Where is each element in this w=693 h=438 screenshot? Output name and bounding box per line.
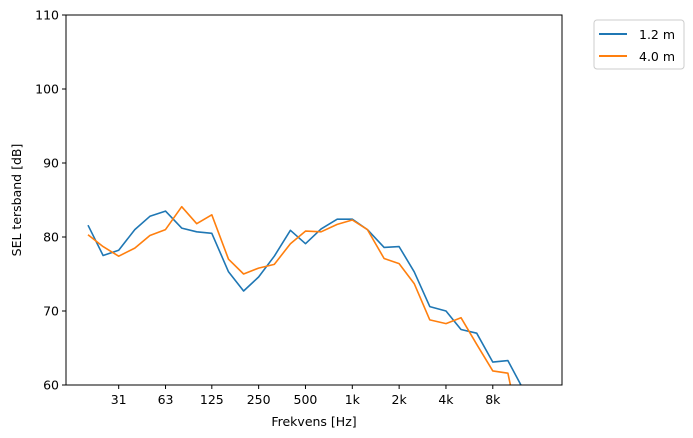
y-tick-label: 90 [43, 156, 59, 171]
x-tick-label: 125 [200, 392, 224, 407]
legend-label-4.0m: 4.0 m [639, 49, 675, 64]
y-tick-label: 70 [43, 304, 59, 319]
legend-label-1.2m: 1.2 m [639, 27, 675, 42]
y-axis-label: SEL tersband [dB] [9, 144, 24, 257]
x-tick-label: 4k [438, 392, 454, 407]
x-tick-label: 500 [294, 392, 318, 407]
x-tick-label: 63 [158, 392, 174, 407]
y-tick-label: 80 [43, 230, 59, 245]
x-tick-label: 250 [247, 392, 271, 407]
x-tick-label: 31 [111, 392, 127, 407]
plot-frame [65, 14, 563, 386]
x-tick-label: 2k [392, 392, 408, 407]
y-tick-label: 100 [35, 82, 59, 97]
x-tick-label: 1k [345, 392, 361, 407]
series-line-1.2m [87, 210, 522, 385]
x-tick-label: 8k [485, 392, 501, 407]
series-line-4.0m [87, 205, 512, 385]
y-tick-label: 60 [43, 378, 59, 393]
y-tick-label: 110 [35, 8, 59, 23]
x-axis-label: Frekvens [Hz] [271, 414, 356, 429]
legend: 1.2 m 4.0 m [593, 19, 685, 70]
